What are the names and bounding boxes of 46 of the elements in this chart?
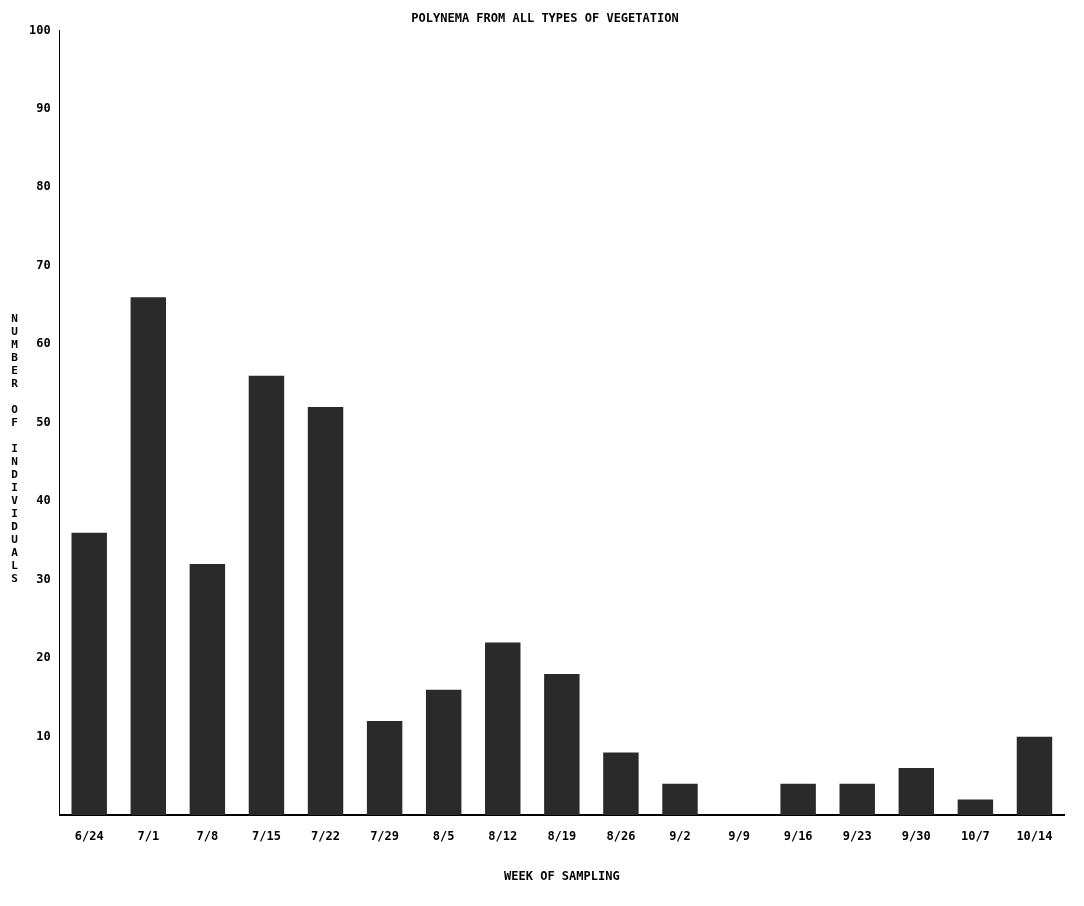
x-tick-label: 9/23 <box>842 828 872 843</box>
y-tick-label: 20 <box>36 650 51 665</box>
x-tick-label: 7/15 <box>251 828 281 843</box>
y-tick-label: 40 <box>36 493 51 508</box>
y-tick-label: 10 <box>36 728 51 743</box>
bar <box>544 673 580 816</box>
bar <box>839 783 875 816</box>
x-tick-label: 8/19 <box>547 828 577 843</box>
bar <box>366 721 403 816</box>
x-tick-label: 6/24 <box>74 828 104 843</box>
bar <box>425 689 462 816</box>
y-tick-label: 100 <box>28 22 51 37</box>
x-tick-label: 7/8 <box>196 828 219 843</box>
y-tick-label: 60 <box>36 336 51 351</box>
y-tick-label: 30 <box>36 571 51 586</box>
bar <box>130 297 167 816</box>
x-tick-label: 8/5 <box>432 828 455 843</box>
y-tick-label: 50 <box>36 414 51 429</box>
x-tick-label: 9/30 <box>901 828 931 843</box>
chart-title: POLYNEMA FROM ALL TYPES OF VEGETATION <box>411 11 679 26</box>
bar <box>603 752 639 816</box>
y-tick-label: 90 <box>36 101 51 115</box>
x-tick-label: 10/7 <box>960 828 990 843</box>
bar <box>307 407 344 816</box>
x-tick-label: 9/9 <box>728 828 750 843</box>
y-tick-label: 80 <box>36 179 51 194</box>
x-tick-label: 8/26 <box>606 828 636 843</box>
x-tick-label: 8/12 <box>488 828 518 843</box>
x-tick-label: 9/2 <box>669 828 691 843</box>
bar <box>957 799 994 816</box>
x-tick-label: 7/1 <box>137 828 160 843</box>
bar <box>780 783 816 816</box>
x-tick-label: 9/16 <box>783 828 813 843</box>
bar <box>1016 736 1053 816</box>
x-axis-title: WEEK OF SAMPLING <box>504 868 620 883</box>
x-tick-label: 10/14 <box>1016 828 1053 843</box>
x-tick-label: 7/29 <box>370 828 400 843</box>
bar <box>662 783 698 816</box>
y-axis-title: NUMBER OF INDIVIDUALS <box>8 311 22 585</box>
bar <box>189 564 226 816</box>
bar <box>898 768 935 816</box>
y-tick-label: 70 <box>36 257 51 272</box>
x-tick-label: 7/22 <box>311 828 340 843</box>
bar <box>485 642 521 816</box>
bar <box>248 375 285 816</box>
bar <box>71 532 107 816</box>
